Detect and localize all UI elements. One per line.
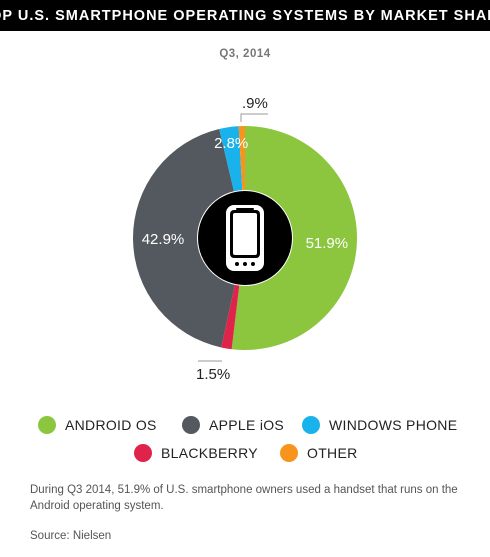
slice-windows-phone	[219, 126, 243, 192]
value-label-windows-phone: 2.8%	[214, 135, 248, 152]
value-label-other: .9%	[242, 95, 268, 112]
leader-line-other	[240, 113, 268, 122]
slice-android-os	[231, 126, 357, 350]
smartphone-icon	[226, 205, 264, 271]
value-label-apple-ios: 42.9%	[142, 231, 185, 248]
source-credit: Source: Nielsen	[30, 530, 112, 542]
legend-label-windows-phone: WINDOWS PHONE	[329, 417, 458, 433]
legend-item-windows-phone: WINDOWS PHONE	[302, 416, 457, 434]
legend-swatch-other	[280, 444, 298, 462]
legend-label-android: ANDROID OS	[65, 417, 157, 433]
legend-label-blackberry: BLACKBERRY	[161, 445, 258, 461]
legend-item-other: OTHER	[280, 444, 358, 462]
slice-apple-ios	[132, 129, 235, 348]
legend-item-apple-ios: APPLE iOS	[182, 416, 284, 434]
chart-title: TOP U.S. SMARTPHONE OPERATING SYSTEMS BY…	[0, 7, 490, 24]
legend-swatch-windows-phone	[302, 416, 320, 434]
title-bar: TOP U.S. SMARTPHONE OPERATING SYSTEMS BY…	[0, 0, 490, 31]
slice-other	[238, 126, 245, 191]
legend-item-android: ANDROID OS	[38, 416, 157, 434]
chart-subtitle: Q3, 2014	[219, 48, 271, 60]
legend-label-apple-ios: APPLE iOS	[209, 417, 285, 433]
donut-chart: 51.9% 1.5% 42.9% 2.8% .9%	[132, 95, 357, 383]
legend-swatch-apple-ios	[182, 416, 200, 434]
legend-swatch-blackberry	[134, 444, 152, 462]
value-label-android-os: 51.9%	[306, 235, 349, 252]
value-label-blackberry: 1.5%	[196, 366, 230, 383]
legend-label-other: OTHER	[307, 445, 358, 461]
chart-note: During Q3 2014, 51.9% of U.S. smartphone…	[30, 484, 458, 512]
legend-item-blackberry: BLACKBERRY	[134, 444, 258, 462]
slice-blackberry	[221, 284, 240, 350]
legend-swatch-android	[38, 416, 56, 434]
